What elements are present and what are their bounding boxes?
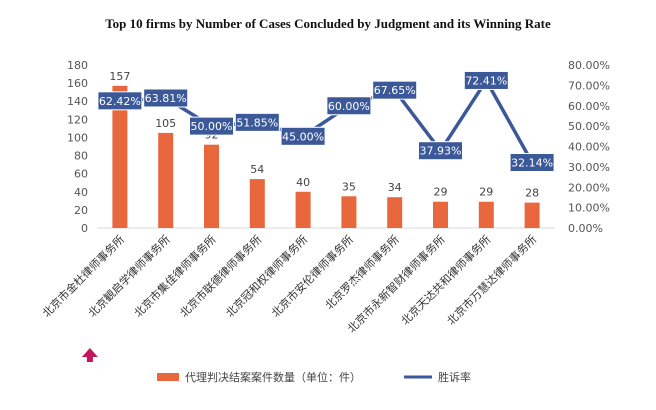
y-axis-tick-label: 180	[67, 59, 88, 72]
rate-label-box	[280, 126, 326, 146]
y2-axis-tick-label: 50.00%	[568, 120, 610, 133]
y2-axis-tick-label: 20.00%	[568, 181, 610, 194]
y-axis-tick-label: 40	[74, 186, 88, 199]
bar-value-label: 29	[434, 186, 448, 199]
y2-axis-tick-label: 80.00%	[568, 59, 610, 72]
x-axis-category-label: 北京市安伦律师事务所	[268, 232, 356, 320]
rate-label-box	[189, 116, 234, 136]
rate-value-label: 45.00%	[282, 130, 324, 143]
rate-value-label: 67.65%	[374, 84, 416, 97]
y2-axis-tick-label: 70.00%	[568, 79, 610, 92]
rate-label-box	[143, 88, 189, 108]
y-axis-tick-label: 120	[67, 113, 88, 126]
x-axis-category-label: 北京罗杰律师事务所	[322, 232, 402, 312]
rate-value-label: 32.14%	[511, 157, 553, 170]
bar	[158, 132, 174, 228]
rate-value-label: 51.85%	[236, 116, 278, 129]
rate-value-label: 62.42%	[99, 95, 141, 108]
y2-axis-tick-label: 30.00%	[568, 161, 610, 174]
rate-value-label: 63.81%	[145, 92, 187, 105]
rate-label-box	[97, 91, 143, 111]
y-axis-tick-label: 0	[81, 222, 88, 235]
bar-value-label: 40	[296, 176, 310, 189]
x-axis-category-label: 北京市金杜律师事务所	[39, 232, 127, 320]
bar-value-label: 34	[388, 181, 402, 194]
rate-label-box	[372, 80, 418, 100]
rate-label-box	[234, 112, 280, 132]
bar	[249, 179, 265, 228]
y-axis-tick-label: 80	[74, 150, 88, 163]
y-axis-tick-label: 160	[67, 77, 88, 90]
arrow-up-icon	[81, 348, 98, 362]
chart-title: Top 10 firms by Number of Cases Conclude…	[105, 16, 551, 31]
winning-rate-line	[119, 78, 534, 164]
bar	[204, 144, 219, 228]
rate-value-label: 37.93%	[420, 145, 462, 158]
bar-value-label: 35	[342, 180, 356, 193]
bar	[478, 201, 494, 228]
rate-label-box	[418, 141, 463, 161]
bar	[387, 197, 403, 228]
legend-line-label: 胜诉率	[438, 370, 471, 384]
y2-axis-tick-label: 40.00%	[568, 141, 610, 154]
bar	[112, 85, 128, 228]
x-axis-category-label: 北京市联德律师事务所	[177, 232, 265, 320]
bar	[433, 201, 448, 228]
rate-value-label: 60.00%	[328, 100, 370, 113]
rate-label-box	[463, 70, 509, 90]
y2-axis-tick-label: 10.00%	[568, 202, 610, 215]
bar	[341, 196, 357, 228]
y-axis-tick-label: 100	[67, 131, 88, 144]
y-axis-tick-label: 20	[74, 204, 88, 217]
y2-axis-tick-label: 60.00%	[568, 100, 610, 113]
bar-value-label: 28	[525, 187, 539, 200]
bar-value-label: 29	[479, 186, 493, 199]
x-axis-category-label: 北京天达共和律师事务所	[398, 232, 493, 327]
bar-value-label: 105	[155, 117, 176, 130]
rate-value-label: 72.41%	[465, 74, 507, 87]
y2-axis-tick-label: 0.00%	[568, 222, 603, 235]
rate-label-box	[509, 153, 555, 173]
legend-bar-label: 代理判决结案案件数量（单位：件）	[185, 370, 361, 384]
bar-value-label: 54	[250, 163, 264, 176]
x-axis-category-label: 北京冠和权律师事务所	[223, 232, 311, 320]
y-axis-tick-label: 140	[67, 95, 88, 108]
bar	[295, 191, 311, 228]
x-axis-category-label: 北京市万慧达律师事务所	[444, 232, 539, 327]
bar-value-label: 157	[109, 70, 130, 83]
rate-value-label: 50.00%	[191, 120, 233, 133]
rate-label-box	[326, 96, 372, 116]
legend-bar-swatch	[157, 373, 179, 381]
x-axis-category-label: 北京市集佳律师事务所	[131, 232, 219, 320]
x-axis-category-label: 北京観启学律师事务所	[85, 232, 173, 320]
y-axis-tick-label: 60	[74, 168, 88, 181]
bar	[524, 202, 540, 228]
